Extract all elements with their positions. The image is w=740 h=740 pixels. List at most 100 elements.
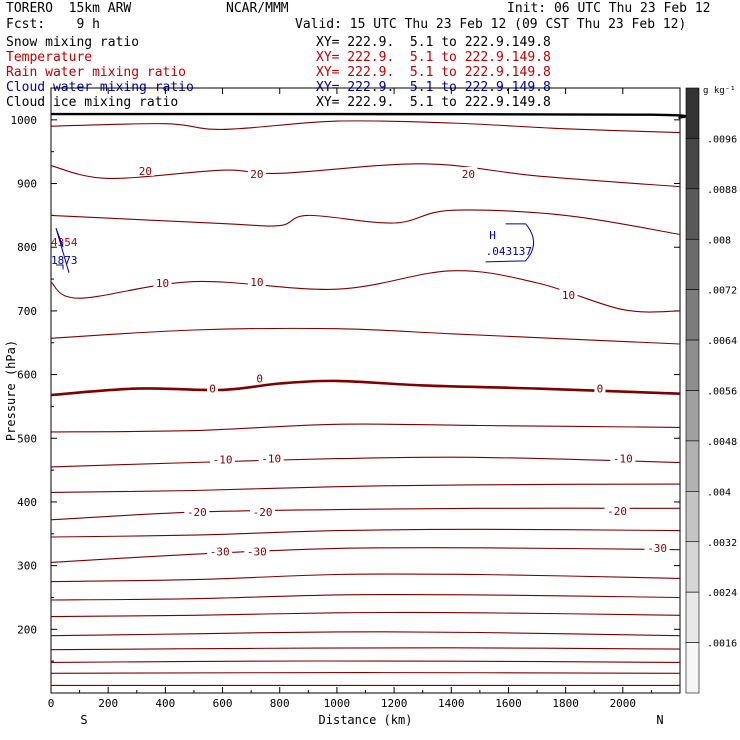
colorbar-tick-label: .0016 xyxy=(707,639,737,650)
y-tick-label: 800 xyxy=(17,241,37,254)
colorbar-tick-label: .0032 xyxy=(707,538,737,549)
isotherm-line xyxy=(50,327,681,345)
isotherm-line xyxy=(50,120,681,134)
x-tick-label: 1200 xyxy=(381,697,408,710)
colorbar-swatch xyxy=(685,138,700,190)
legend-name: Rain water mixing ratio xyxy=(6,65,187,80)
isotherm-label-bg xyxy=(247,275,266,288)
x-tick-label: 1400 xyxy=(438,697,465,710)
colorbar-tick-label: .0024 xyxy=(707,588,737,599)
isotherm-label: 0 xyxy=(597,383,604,396)
colorbar-tick-label: .008 xyxy=(707,235,731,246)
legend-xy: XY= 222.9. 5.1 to 222.9.149.8 xyxy=(316,50,551,65)
x-tick-label: 1800 xyxy=(552,697,579,710)
isotherm-label: -20 xyxy=(607,505,627,518)
isotherm-label: 10 xyxy=(156,277,169,290)
x-tick-label: 2000 xyxy=(610,697,637,710)
colorbar-tick-label: .0056 xyxy=(707,387,737,398)
isotherm-label-bg xyxy=(210,452,236,465)
colorbar-swatch xyxy=(685,339,700,391)
isotherm-label: -20 xyxy=(187,506,207,519)
legend-xy: XY= 222.9. 5.1 to 222.9.149.8 xyxy=(316,35,551,50)
y-axis-label: Pressure (hPa) xyxy=(4,340,18,441)
isotherm-label: -20 xyxy=(253,506,273,519)
colorbar-tick-label: .0072 xyxy=(707,286,737,297)
isotherm-label-bg xyxy=(153,275,172,288)
isotherm-label: 20 xyxy=(139,165,152,178)
isotherm-line xyxy=(50,631,681,637)
isotherm-label-bg xyxy=(594,381,606,394)
colorbar-tick-label: .0096 xyxy=(707,134,737,145)
colorbar-swatch xyxy=(685,642,700,694)
colorbar-swatch xyxy=(685,87,700,139)
axes: 0 200 400 600 800 1000 1200 1400 1600 1800 2000200… xyxy=(4,87,681,727)
isotherm-label-bg xyxy=(136,163,155,176)
isotherm-line xyxy=(50,672,681,674)
annotations: H .043137 1873 4354 xyxy=(51,223,535,273)
legend-name: Cloud ice mixing ratio xyxy=(6,95,179,110)
isotherms: -30 -30 -30 -20 -20 -20 -10 -10 -10 0 0 0 10 10 10 20 20… xyxy=(50,112,687,686)
cloud-water-value: 1873 xyxy=(51,254,78,267)
forecast-hour: Fcst: 9 h xyxy=(6,17,100,32)
surface-line xyxy=(50,112,687,120)
colorbar-swatch xyxy=(685,491,700,543)
isotherm-label: -30 xyxy=(247,546,267,559)
x-tick-label: 0 xyxy=(48,697,55,710)
isotherm-label-bg xyxy=(244,544,270,557)
isotherm-label-bg xyxy=(184,505,210,518)
legend-xy: XY= 222.9. 5.1 to 222.9.149.8 xyxy=(316,65,551,80)
isotherm-line xyxy=(50,547,681,563)
north-label: N xyxy=(656,713,663,727)
isotherm-line xyxy=(50,209,681,236)
x-axis-label: Distance (km) xyxy=(319,713,413,727)
legend-name: Snow mixing ratio xyxy=(6,35,140,50)
x-tick-label: 1000 xyxy=(324,697,351,710)
colorbar-swatch xyxy=(685,390,700,442)
isotherm-label-bg xyxy=(207,381,219,394)
isotherm-label: 10 xyxy=(250,276,263,289)
x-tick-label: 200 xyxy=(98,697,118,710)
colorbar-swatch xyxy=(685,591,700,643)
y-tick-label: 400 xyxy=(17,496,37,509)
cloud-water-value: 4354 xyxy=(51,236,78,249)
isotherm-line xyxy=(50,379,681,397)
isotherm-line xyxy=(50,456,681,468)
isotherm-label-bg xyxy=(644,540,670,553)
colorbar-swatch xyxy=(685,440,700,492)
y-tick-label: 900 xyxy=(17,178,37,191)
isotherm-label: 0 xyxy=(209,383,216,396)
y-tick-label: 700 xyxy=(17,305,37,318)
isotherm-line xyxy=(50,611,681,618)
valid-time: Valid: 15 UTC Thu 23 Feb 12 (09 CST Thu … xyxy=(295,17,687,32)
isotherm-label: -10 xyxy=(613,453,633,466)
x-tick-label: 400 xyxy=(155,697,175,710)
y-tick-label: 200 xyxy=(17,623,37,636)
isotherm-line xyxy=(50,573,681,583)
colorbar-swatch xyxy=(685,238,700,290)
isotherm-label: -10 xyxy=(213,453,233,466)
colorbar-swatch xyxy=(685,289,700,341)
colorbar-tick-label: .0088 xyxy=(707,185,737,196)
isotherm-label-bg xyxy=(559,287,578,300)
cloud-water-max-value: .043137 xyxy=(486,245,532,258)
isotherm-label-bg xyxy=(207,544,233,557)
colorbar-tick-label: .004 xyxy=(707,487,731,498)
x-tick-label: 600 xyxy=(213,697,233,710)
isotherm-line xyxy=(50,647,681,651)
legend-name: Temperature xyxy=(6,50,93,65)
y-tick-label: 1000 xyxy=(11,114,38,127)
isotherm-label: 20 xyxy=(462,168,475,181)
colorbar-unit: g kg⁻¹ xyxy=(703,86,736,96)
isotherm-label: -10 xyxy=(261,453,281,466)
colorbar-swatch xyxy=(685,541,700,593)
isotherm-label: 20 xyxy=(250,168,263,181)
isotherm-label: -30 xyxy=(647,542,667,555)
isotherm-label-bg xyxy=(247,166,266,179)
isotherm-line xyxy=(50,660,681,663)
isotherm-line xyxy=(50,483,681,493)
y-tick-label: 600 xyxy=(17,369,37,382)
cloud-water-contour xyxy=(485,223,535,263)
isotherm-label-bg xyxy=(604,503,630,516)
isotherm-label-bg xyxy=(459,166,478,179)
